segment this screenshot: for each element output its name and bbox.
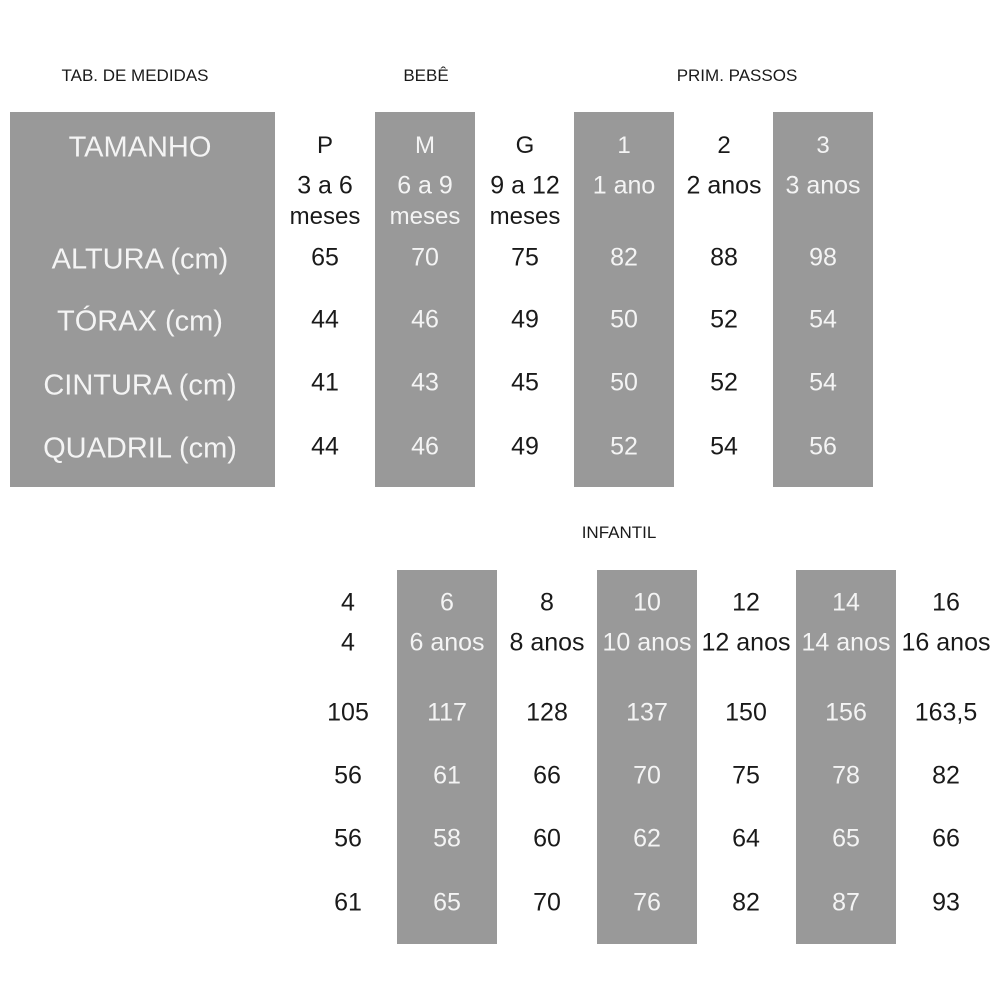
cell-altura: 98 [809,243,837,272]
cell-quadril: 54 [710,432,738,461]
cell-altura: 117 [427,698,467,727]
heading-infantil: INFANTIL [581,523,657,542]
cell-cintura: 50 [610,368,638,397]
cell-size: G [515,132,535,159]
cell-age2: meses [389,203,461,230]
row-label: TÓRAX (cm) [57,305,223,338]
cell-age2: meses [489,203,561,230]
cell-age1: 3 a 6 [297,171,353,200]
cell-quadril: 65 [433,888,461,917]
cell-torax: 50 [610,305,638,334]
cell-size: M [415,132,435,159]
cell-quadril: 87 [832,888,860,917]
cell-quadril: 52 [610,432,638,461]
cell-altura: 88 [710,243,738,272]
cell-age1: 6 anos [409,628,485,657]
shaded-column [796,570,896,944]
cell-torax: 44 [311,305,339,334]
cell-age1: 9 a 12 [490,171,560,200]
cell-quadril: 93 [932,888,960,917]
cell-cintura: 58 [433,824,461,853]
cell-cintura: 41 [311,368,339,397]
cell-altura: 70 [411,243,439,272]
cell-quadril: 70 [533,888,561,917]
cell-torax: 52 [710,305,738,334]
cell-size: 8 [540,588,554,617]
cell-size: 14 [832,588,860,617]
heading-prim-passos: PRIM. PASSOS [676,66,798,85]
cell-age1: 10 anos [602,628,692,657]
row-label: ALTURA (cm) [51,243,229,276]
cell-size: 1 [617,132,631,159]
cell-age1: 12 anos [701,628,791,657]
cell-quadril: 82 [732,888,760,917]
cell-quadril: 46 [411,432,439,461]
cell-age2: meses [289,203,361,230]
cell-altura: 105 [327,698,369,727]
cell-size: P [316,132,334,159]
cell-quadril: 61 [334,888,362,917]
cell-torax: 56 [334,761,362,790]
cell-cintura: 43 [411,368,439,397]
cell-age1: 16 anos [901,628,991,657]
cell-cintura: 60 [533,824,561,853]
cell-size: 6 [440,588,454,617]
cell-torax: 78 [832,761,860,790]
cell-altura: 137 [626,698,668,727]
cell-cintura: 45 [511,368,539,397]
cell-age1: 1 ano [592,171,656,200]
cell-cintura: 54 [809,368,837,397]
cell-size: 4 [341,588,355,617]
cell-size: 10 [633,588,661,617]
cell-cintura: 56 [334,824,362,853]
cell-cintura: 66 [932,824,960,853]
cell-age1: 8 anos [509,628,585,657]
shaded-column [375,112,475,487]
cell-quadril: 44 [311,432,339,461]
cell-torax: 46 [411,305,439,334]
cell-torax: 75 [732,761,760,790]
row-label: TAMANHO [68,131,212,164]
cell-size: 12 [732,588,760,617]
cell-altura: 128 [526,698,568,727]
cell-cintura: 65 [832,824,860,853]
cell-size: 2 [717,132,731,159]
cell-torax: 49 [511,305,539,334]
cell-size: 3 [816,132,830,159]
row-label: QUADRIL (cm) [43,432,237,465]
cell-altura: 65 [311,243,339,272]
cell-altura: 156 [825,698,867,727]
cell-torax: 70 [633,761,661,790]
cell-age1: 4 [341,628,355,657]
cell-altura: 163,5 [914,698,978,727]
cell-quadril: 49 [511,432,539,461]
shaded-column [397,570,497,944]
row-labels-block [10,112,275,487]
cell-altura: 82 [610,243,638,272]
cell-age1: 3 anos [785,171,861,200]
cell-torax: 61 [433,761,461,790]
cell-age1: 6 a 9 [397,171,453,200]
shaded-column [574,112,674,487]
cell-cintura: 52 [710,368,738,397]
cell-size: 16 [932,588,960,617]
cell-altura: 150 [725,698,767,727]
cell-quadril: 76 [633,888,661,917]
cell-age1: 14 anos [801,628,891,657]
shaded-column [773,112,873,487]
cell-quadril: 56 [809,432,837,461]
cell-age1: 2 anos [686,171,762,200]
heading-bebe: BEBÊ [403,66,449,85]
cell-cintura: 62 [633,824,661,853]
cell-cintura: 64 [732,824,760,853]
shaded-column [597,570,697,944]
cell-torax: 54 [809,305,837,334]
cell-torax: 66 [533,761,561,790]
table-title: TAB. DE MEDIDAS [61,66,209,85]
row-label: CINTURA (cm) [43,369,237,402]
cell-torax: 82 [932,761,960,790]
cell-altura: 75 [511,243,539,272]
